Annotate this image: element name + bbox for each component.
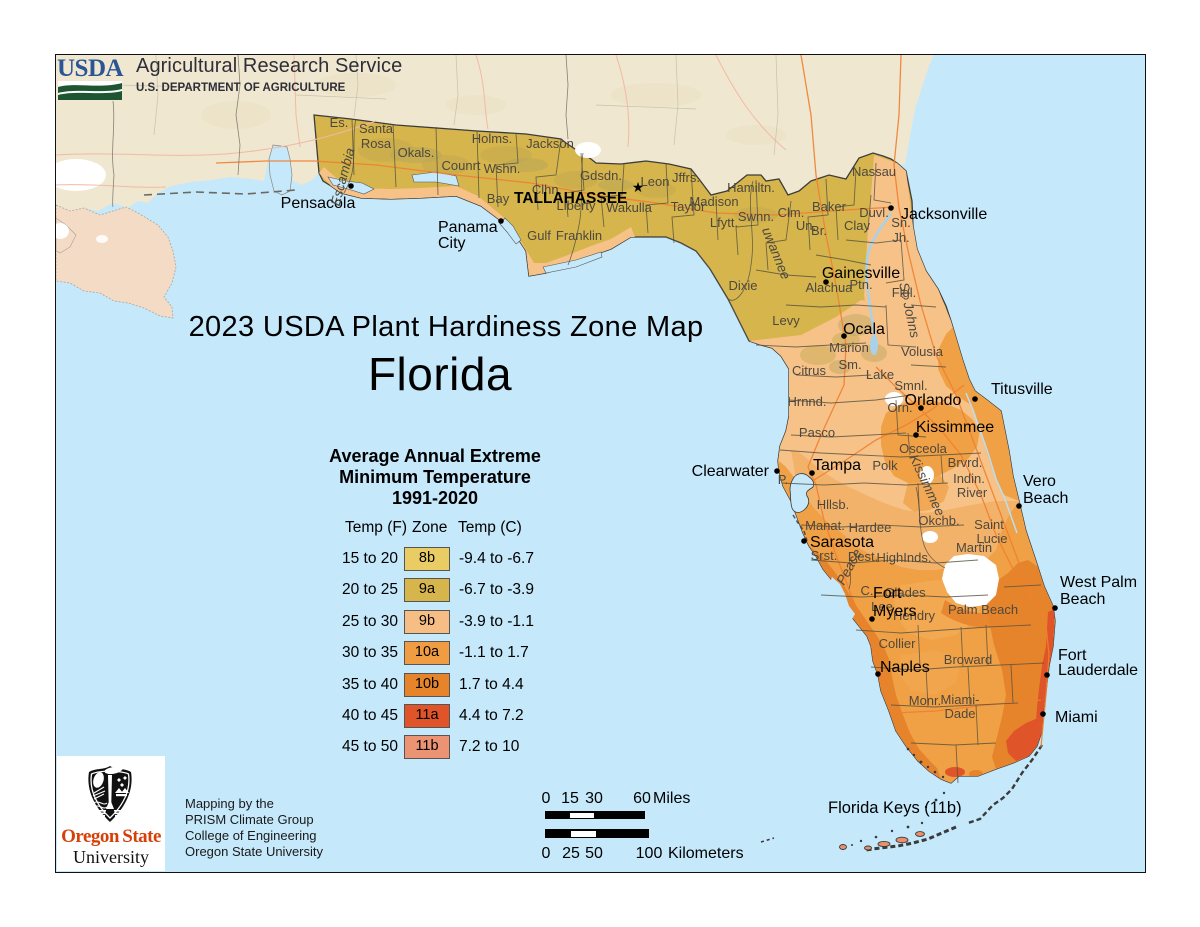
svg-text:Gulf: Gulf (527, 228, 551, 243)
svg-text:Citrus: Citrus (792, 363, 826, 378)
svg-text:Naples: Naples (880, 659, 930, 676)
svg-text:Leon: Leon (641, 174, 670, 189)
svg-text:Sarasota: Sarasota (810, 534, 874, 551)
svg-text:Dest.: Dest. (848, 549, 878, 564)
svg-text:Jacksonville: Jacksonville (901, 206, 987, 223)
svg-text:Es.: Es. (330, 115, 349, 130)
svg-text:Un.: Un. (796, 218, 816, 233)
svg-text:Hllsb.: Hllsb. (817, 497, 850, 512)
svg-text:Marion: Marion (829, 340, 869, 355)
svg-text:Pasco: Pasco (799, 425, 835, 440)
svg-text:Tampa: Tampa (813, 457, 861, 474)
svg-text:Pensacola: Pensacola (281, 195, 356, 212)
svg-text:Beach: Beach (1023, 490, 1068, 507)
svg-text:Flgl.: Flgl. (892, 285, 917, 300)
svg-text:Wshn.: Wshn. (484, 161, 521, 176)
svg-text:Jffrs.: Jffrs. (672, 170, 700, 185)
svg-text:Swnn.: Swnn. (738, 209, 774, 224)
svg-text:Hrnnd.: Hrnnd. (787, 394, 826, 409)
svg-text:Polk: Polk (872, 458, 898, 473)
svg-text:River: River (957, 485, 988, 500)
svg-text:Jackson: Jackson (526, 136, 574, 151)
svg-text:Okals.: Okals. (398, 145, 435, 160)
svg-text:Saint: Saint (974, 517, 1004, 532)
svg-text:Duvl.: Duvl. (859, 205, 889, 220)
svg-text:City: City (438, 235, 466, 252)
svg-text:Broward: Broward (944, 652, 992, 667)
svg-text:Sm.: Sm. (838, 357, 861, 372)
svg-text:Clm.: Clm. (778, 205, 805, 220)
svg-text:Baker: Baker (812, 199, 847, 214)
svg-text:Osceola: Osceola (899, 441, 947, 456)
svg-text:Beach: Beach (1060, 591, 1105, 608)
svg-text:Nassau: Nassau (852, 164, 896, 179)
svg-text:Martin: Martin (956, 540, 992, 555)
svg-text:P.: P. (778, 472, 789, 487)
svg-text:Levy: Levy (772, 313, 800, 328)
svg-text:Manat.: Manat. (805, 518, 845, 533)
svg-text:Counrt: Counrt (441, 158, 480, 173)
svg-text:Brvrd.: Brvrd. (948, 455, 983, 470)
svg-text:Liberty: Liberty (556, 198, 596, 213)
svg-text:Jh.: Jh. (892, 230, 909, 245)
svg-text:Gdsdn.: Gdsdn. (580, 168, 622, 183)
svg-text:Srst.: Srst. (811, 548, 838, 563)
svg-text:Lfytt.: Lfytt. (710, 215, 738, 230)
svg-text:Monr.: Monr. (909, 693, 942, 708)
svg-text:Palm Beach: Palm Beach (948, 602, 1018, 617)
svg-text:Clay: Clay (844, 218, 871, 233)
svg-text:Clhn.: Clhn. (532, 182, 562, 197)
svg-text:Br.: Br. (811, 223, 827, 238)
svg-text:HighInds.: HighInds. (877, 550, 932, 565)
svg-text:Miami: Miami (1055, 709, 1098, 726)
svg-text:Hardee: Hardee (849, 520, 892, 535)
svg-text:Smnl.: Smnl. (894, 378, 927, 393)
svg-text:Dixie: Dixie (729, 278, 758, 293)
svg-text:Vero: Vero (1023, 473, 1056, 490)
svg-text:Myers: Myers (873, 603, 917, 620)
svg-text:★: ★ (632, 179, 645, 195)
svg-text:Santa: Santa (359, 121, 394, 136)
svg-text:Okchb.: Okchb. (918, 513, 959, 528)
svg-text:Ocala: Ocala (843, 321, 885, 338)
svg-text:Sn.: Sn. (891, 215, 911, 230)
svg-text:Holms.: Holms. (472, 131, 512, 146)
svg-text:Clearwater: Clearwater (692, 463, 770, 480)
svg-text:Lauderdale: Lauderdale (1058, 662, 1138, 679)
svg-text:Miami-: Miami- (941, 692, 980, 707)
svg-text:Kissimmee: Kissimmee (916, 419, 994, 436)
svg-text:Hamiltn.: Hamiltn. (727, 180, 775, 195)
svg-text:Rosa: Rosa (361, 136, 392, 151)
svg-text:Gainesville: Gainesville (822, 265, 900, 282)
svg-text:Hendry: Hendry (893, 608, 935, 623)
svg-text:Volusia: Volusia (901, 344, 944, 359)
svg-text:Orlando: Orlando (905, 392, 962, 409)
svg-text:Bay: Bay (487, 191, 510, 206)
svg-text:Wakulla: Wakulla (606, 200, 653, 215)
svg-text:Madison: Madison (689, 194, 738, 209)
svg-text:Taylor: Taylor (671, 199, 706, 214)
svg-text:Lucie: Lucie (976, 531, 1007, 546)
svg-text:C.: C. (861, 583, 874, 598)
svg-text:Alachua: Alachua (806, 280, 854, 295)
svg-text:West Palm: West Palm (1060, 574, 1137, 591)
svg-text:Indin.: Indin. (953, 471, 985, 486)
svg-text:Orn.: Orn. (887, 400, 912, 415)
svg-text:Ptn.: Ptn. (849, 277, 872, 292)
svg-text:Fort: Fort (1058, 647, 1087, 664)
svg-text:Lee: Lee (871, 599, 893, 614)
svg-text:Glades: Glades (884, 585, 926, 600)
svg-text:Franklin: Franklin (556, 228, 602, 243)
svg-text:TALLAHASSEE: TALLAHASSEE (514, 190, 627, 207)
svg-text:Panama: Panama (438, 219, 498, 236)
svg-text:Lake: Lake (866, 367, 894, 382)
svg-text:Collier: Collier (879, 636, 917, 651)
svg-text:Titusville: Titusville (991, 381, 1053, 398)
svg-text:Dade: Dade (944, 706, 975, 721)
svg-text:Fort: Fort (873, 585, 902, 602)
